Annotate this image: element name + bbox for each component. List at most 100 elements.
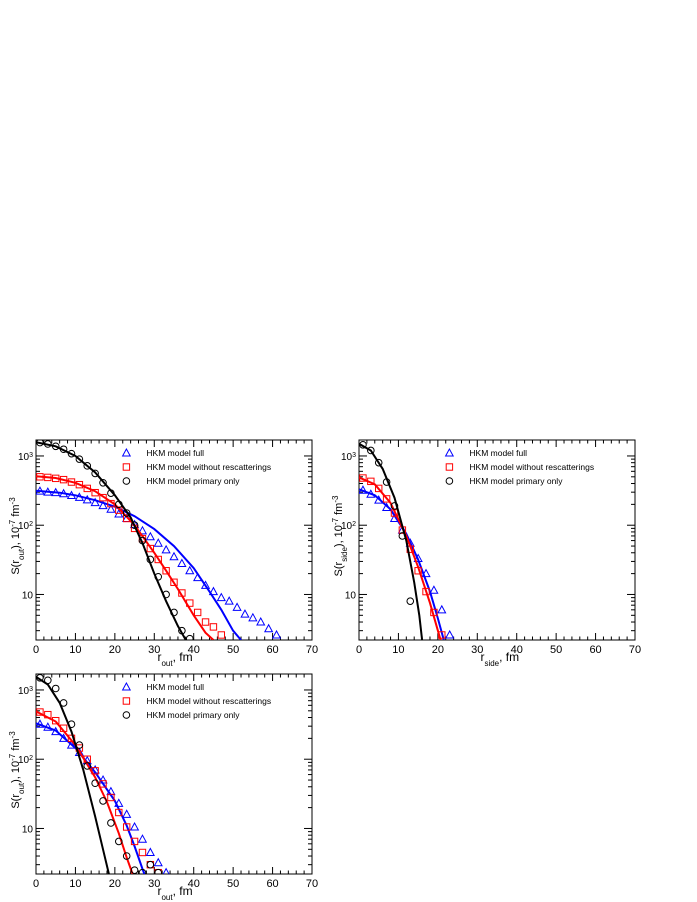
data-point-full	[232, 602, 242, 611]
data-point-norescatter	[36, 708, 44, 716]
data-point-norescatter	[59, 724, 68, 732]
legend-marker-primary	[122, 711, 131, 719]
x-tick-label: 20	[432, 644, 444, 656]
legend-label-full: HKM model full	[469, 448, 527, 458]
data-point-primary	[406, 597, 415, 605]
data-point-primary	[382, 478, 391, 486]
data-point-full	[161, 544, 171, 554]
data-point-norescatter	[414, 567, 422, 575]
data-point-full	[445, 629, 455, 639]
y-tick-label: 102	[18, 755, 33, 767]
series-curve-norescatter	[36, 475, 215, 640]
series-curve-full	[359, 488, 445, 640]
x-tick-label: 0	[33, 644, 39, 656]
data-point-norescatter	[52, 474, 60, 483]
series-curve-primary	[36, 675, 110, 874]
data-point-primary	[91, 779, 99, 788]
x-tick-label: 50	[227, 644, 239, 656]
data-point-primary	[107, 489, 115, 497]
x-tick-label: 60	[266, 878, 278, 890]
data-point-primary	[67, 449, 76, 458]
legend-label-norescatter: HKM model without rescatterings	[146, 696, 271, 706]
x-axis-label: rout, fm	[157, 650, 192, 668]
data-point-norescatter	[209, 623, 218, 631]
data-point-full	[263, 623, 274, 633]
y-tick-label: 10	[22, 590, 34, 601]
data-point-full	[43, 722, 53, 731]
data-point-full	[90, 497, 100, 507]
data-point-full	[153, 538, 163, 547]
data-point-primary	[374, 458, 383, 467]
x-tick-label: 50	[550, 644, 562, 656]
data-point-norescatter	[382, 495, 391, 503]
data-point-full	[129, 821, 140, 831]
data-point-full	[90, 764, 100, 774]
legend-marker-norescatter	[122, 463, 131, 471]
data-point-primary	[154, 868, 163, 874]
data-point-primary	[36, 674, 44, 682]
legend-marker-full	[121, 447, 132, 457]
data-point-full	[145, 531, 155, 541]
data-point-norescatter	[122, 514, 131, 523]
data-point-primary	[398, 532, 407, 540]
x-tick-label: 70	[629, 644, 641, 656]
y-tick-label: 10	[22, 824, 34, 835]
data-point-norescatter	[193, 608, 202, 617]
data-point-full	[51, 487, 61, 497]
data-point-norescatter	[170, 578, 178, 586]
data-point-full	[66, 490, 77, 500]
data-point-norescatter	[359, 474, 367, 482]
legend-marker-norescatter	[445, 463, 454, 471]
data-point-full	[137, 834, 148, 843]
x-axis-label: rside, fm	[480, 650, 519, 668]
data-point-norescatter	[154, 555, 162, 564]
data-point-full	[162, 867, 170, 874]
data-point-norescatter	[99, 493, 107, 502]
data-point-norescatter	[107, 499, 115, 508]
data-point-primary	[138, 868, 147, 874]
plot-frame	[358, 439, 636, 641]
data-point-norescatter	[75, 480, 84, 489]
data-point-norescatter	[201, 618, 210, 626]
x-tick-label: 30	[471, 644, 483, 656]
x-tick-label: 0	[356, 644, 362, 656]
legend-marker-full	[444, 447, 455, 457]
data-point-norescatter	[375, 484, 383, 493]
y-axis-label: S(rout), 10-7 fm-3	[8, 497, 26, 575]
data-point-full	[200, 580, 211, 589]
data-point-primary	[122, 509, 131, 517]
y-axis-label: S(rside), 10-7 fm-3	[331, 495, 349, 576]
data-point-full	[366, 489, 376, 498]
data-point-norescatter	[422, 587, 430, 596]
legend-label-norescatter: HKM model without rescatterings	[146, 462, 271, 472]
data-point-primary	[75, 455, 84, 463]
data-point-primary	[146, 555, 155, 564]
data-point-primary	[67, 720, 76, 729]
data-point-full	[58, 488, 69, 498]
data-point-full	[437, 604, 447, 614]
y-axis-label: S(rout), 10-7 fm-3	[8, 731, 26, 809]
data-point-full	[421, 568, 431, 578]
data-point-full	[169, 551, 179, 561]
x-tick-label: 30	[148, 878, 160, 890]
data-point-full	[381, 502, 392, 512]
data-point-full	[248, 612, 258, 622]
x-tick-label: 40	[511, 644, 523, 656]
data-point-primary	[154, 572, 163, 581]
data-point-primary	[44, 676, 52, 685]
data-point-norescatter	[83, 484, 91, 493]
data-point-primary	[178, 626, 186, 635]
data-point-primary	[367, 446, 375, 455]
data-point-norescatter	[162, 567, 170, 575]
data-point-full	[36, 719, 45, 728]
chart-panel-2: 0 10 20 30 40 50 60 70 10 102 103 rside, fm S(rside)…	[331, 439, 641, 668]
legend-marker-primary	[445, 477, 454, 485]
x-tick-label: 70	[306, 878, 318, 890]
series-curve-primary	[36, 441, 187, 640]
data-point-norescatter	[52, 716, 60, 725]
data-point-norescatter	[430, 608, 438, 617]
data-point-full	[51, 726, 61, 736]
data-point-norescatter	[186, 599, 194, 607]
x-tick-label: 40	[188, 644, 200, 656]
